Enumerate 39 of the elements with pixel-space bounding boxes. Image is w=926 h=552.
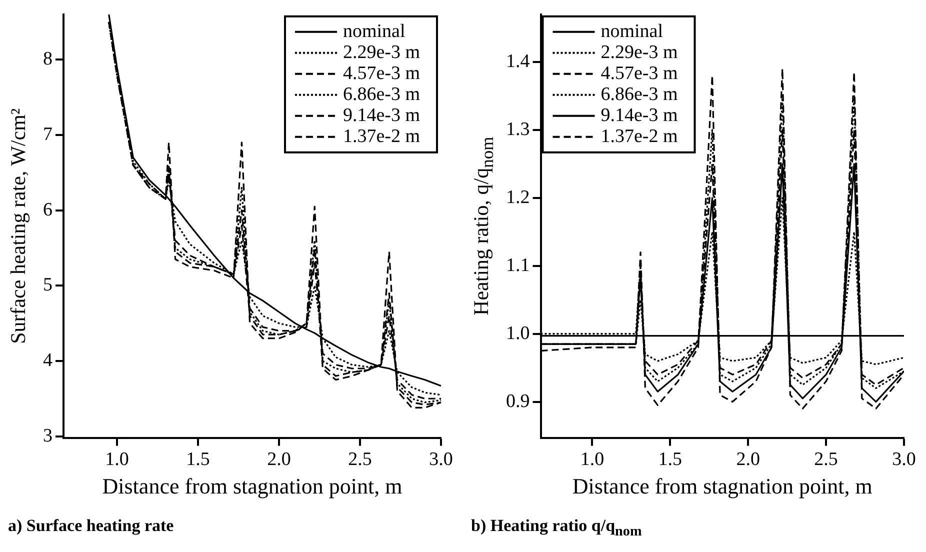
x-axis-title: Distance from stagnation point, m [102, 474, 402, 499]
legend-label: 2.29e-3 m [343, 42, 420, 63]
y-tick-label: 6 [43, 199, 52, 220]
legend-label: 4.57e-3 m [600, 62, 678, 84]
x-tick-label: 2.5 [814, 449, 838, 470]
x-axis-title: Distance from stagnation point, m [572, 474, 872, 499]
y-tick-label: 1.1 [506, 254, 530, 276]
x-tick-label: 2.5 [348, 449, 372, 470]
legend-label: 1.37e-2 m [600, 126, 678, 147]
y-tick-label: 8 [43, 48, 52, 70]
x-tick-label: 2.0 [736, 449, 760, 470]
y-tick-label: 5 [43, 274, 52, 296]
legend-label: 2.29e-3 m [600, 42, 678, 63]
x-tick-label: 3.0 [892, 449, 916, 470]
x-tick-label: 1.5 [186, 449, 210, 470]
legend-label: nominal [600, 20, 664, 42]
x-tick-label: 1.5 [658, 449, 682, 470]
y-axis-title: Surface heating rate, W/cm² [6, 107, 31, 346]
text: a) Surface heating rate [8, 516, 174, 536]
legend-label: 1.37e-2 m [343, 126, 420, 147]
x-tick-label: 1.0 [105, 449, 129, 470]
y-tick-label: 1.2 [506, 186, 530, 208]
text: b) Heating ratio q/q$_{nom}$ [471, 516, 642, 540]
legend-label: 4.57e-3 m [343, 62, 420, 84]
y-tick-label: 3 [43, 425, 52, 446]
y-tick-label: 4 [43, 350, 53, 371]
y-tick-label: 7 [43, 124, 52, 145]
legend-label: 9.14e-3 m [343, 104, 420, 126]
y-tick-label: 1.4 [506, 50, 530, 72]
legend-label: 6.86e-3 m [343, 84, 420, 105]
legend-label: 9.14e-3 m [600, 104, 678, 126]
y-tick-label: 1.3 [506, 118, 530, 140]
y-tick-label: 1.0 [506, 322, 530, 344]
legend-label: 6.86e-3 m [600, 84, 678, 105]
x-tick-label: 1.0 [580, 449, 604, 470]
x-tick-label: 3.0 [429, 449, 453, 470]
legend-label: nominal [343, 20, 406, 42]
y-tick-label: 0.9 [506, 390, 530, 412]
x-tick-label: 2.0 [267, 449, 291, 470]
